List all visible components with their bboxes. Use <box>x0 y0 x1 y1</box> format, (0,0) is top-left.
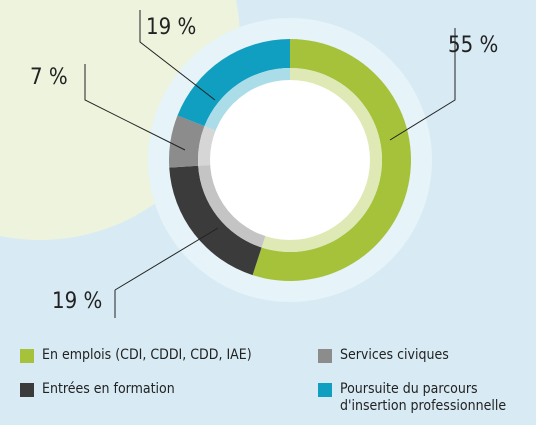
value-label: 19 % <box>52 289 102 314</box>
legend-swatch <box>318 349 332 363</box>
legend-swatch <box>20 383 34 397</box>
slice <box>252 39 411 281</box>
value-label: 55 % <box>448 33 498 58</box>
slice <box>168 115 205 168</box>
slice-inner <box>198 126 217 166</box>
legend-label: Poursuite du parcours d'insertion profes… <box>340 381 507 414</box>
leader-line <box>114 227 219 318</box>
legend-label: En emplois (CDI, CDDI, CDD, IAE) <box>42 347 252 363</box>
leader-line <box>139 10 216 101</box>
slice <box>177 39 290 127</box>
value-label: 7 % <box>30 65 68 90</box>
legend-swatch <box>20 349 34 363</box>
value-label: 19 % <box>146 15 196 40</box>
legend-label: Entrées en formation <box>42 381 175 397</box>
donut-hole <box>210 80 370 240</box>
leader-line <box>84 64 186 151</box>
slice <box>169 165 262 276</box>
legend-label: Services civiques <box>340 347 449 363</box>
leader-line <box>389 28 456 141</box>
legend-swatch <box>318 383 332 397</box>
